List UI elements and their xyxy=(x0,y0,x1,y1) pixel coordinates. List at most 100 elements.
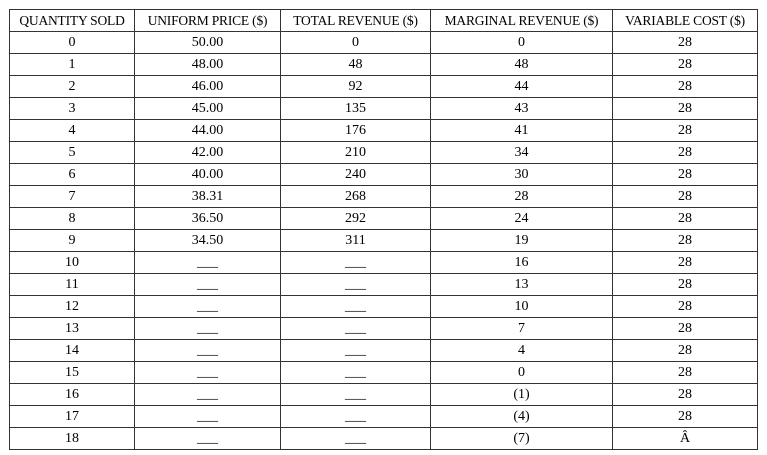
table-cell: 10 xyxy=(430,295,613,318)
table-cell: 12 xyxy=(9,295,135,318)
table-cell: ___ xyxy=(134,427,281,450)
table-cell: 28 xyxy=(612,185,758,208)
table-cell: ___ xyxy=(280,273,431,296)
table-cell: 45.00 xyxy=(134,97,281,120)
table-wrapper: QUANTITY SOLD UNIFORM PRICE ($) TOTAL REVE… xyxy=(9,9,758,450)
table-cell: 50.00 xyxy=(134,31,281,54)
table-cell: 38.31 xyxy=(134,185,281,208)
table-cell: 28 xyxy=(612,339,758,362)
table-cell: 2 xyxy=(9,75,135,98)
table-cell: 36.50 xyxy=(134,207,281,230)
table-cell: 0 xyxy=(9,31,135,54)
table-cell: ___ xyxy=(280,317,431,340)
column-header: VARIABLE COST ($) xyxy=(612,9,758,32)
table-cell: 46.00 xyxy=(134,75,281,98)
table-cell: 0 xyxy=(280,31,431,54)
table-cell: 28 xyxy=(612,317,758,340)
table-cell: (4) xyxy=(430,405,613,428)
table-cell: Â xyxy=(612,427,758,450)
table-cell: ___ xyxy=(280,339,431,362)
table-cell: 28 xyxy=(612,383,758,406)
table-row: 1 48.00 48 48 28 xyxy=(9,53,758,76)
table-cell: (7) xyxy=(430,427,613,450)
table-cell: 10 xyxy=(9,251,135,274)
table-row: 8 36.50 292 24 28 xyxy=(9,207,758,230)
table-row: 0 50.00 0 0 28 xyxy=(9,31,758,54)
table-cell: ___ xyxy=(134,383,281,406)
table-row: 12 ___ ___ 10 28 xyxy=(9,295,758,318)
table-row: 15 ___ ___ 0 28 xyxy=(9,361,758,384)
table-cell: 311 xyxy=(280,229,431,252)
table-cell: ___ xyxy=(134,339,281,362)
table-cell: 19 xyxy=(430,229,613,252)
table-cell: 34 xyxy=(430,141,613,164)
table-cell: 28 xyxy=(430,185,613,208)
table-cell: 48 xyxy=(430,53,613,76)
table-cell: 268 xyxy=(280,185,431,208)
table-cell: 34.50 xyxy=(134,229,281,252)
table-cell: 28 xyxy=(612,295,758,318)
table-cell: 3 xyxy=(9,97,135,120)
column-header: QUANTITY SOLD xyxy=(9,9,135,32)
table-cell: ___ xyxy=(134,317,281,340)
table-cell: ___ xyxy=(280,295,431,318)
table-cell: 16 xyxy=(9,383,135,406)
table-cell: ___ xyxy=(280,405,431,428)
table-row: 9 34.50 311 19 28 xyxy=(9,229,758,252)
table-cell: 42.00 xyxy=(134,141,281,164)
table-cell: 28 xyxy=(612,251,758,274)
column-header: UNIFORM PRICE ($) xyxy=(134,9,281,32)
table-cell: 92 xyxy=(280,75,431,98)
table-cell: 17 xyxy=(9,405,135,428)
table-cell: 28 xyxy=(612,163,758,186)
table-cell: 28 xyxy=(612,405,758,428)
table-cell: 44.00 xyxy=(134,119,281,142)
table-cell: 28 xyxy=(612,361,758,384)
table-cell: 28 xyxy=(612,75,758,98)
table-cell: 28 xyxy=(612,141,758,164)
table-row: 13 ___ ___ 7 28 xyxy=(9,317,758,340)
table-cell: 28 xyxy=(612,207,758,230)
column-header: TOTAL REVENUE ($) xyxy=(280,9,431,32)
table-cell: 15 xyxy=(9,361,135,384)
table-cell: 176 xyxy=(280,119,431,142)
table-cell: 13 xyxy=(9,317,135,340)
table-cell: 0 xyxy=(430,361,613,384)
table-cell: 7 xyxy=(430,317,613,340)
table-cell: 40.00 xyxy=(134,163,281,186)
table-row: 14 ___ ___ 4 28 xyxy=(9,339,758,362)
table-cell: 14 xyxy=(9,339,135,362)
column-header: MARGINAL REVENUE ($) xyxy=(430,9,613,32)
table-cell: 43 xyxy=(430,97,613,120)
table-body: 0 50.00 0 0 28 1 48.00 48 48 28 2 46.00 92 44 28 3 45.00… xyxy=(9,31,758,450)
table-cell: 4 xyxy=(9,119,135,142)
table-cell: ___ xyxy=(134,295,281,318)
table-cell: 292 xyxy=(280,207,431,230)
table-cell: 9 xyxy=(9,229,135,252)
table-cell: ___ xyxy=(134,251,281,274)
table-cell: 48 xyxy=(280,53,431,76)
table-cell: 30 xyxy=(430,163,613,186)
table-row: 11 ___ ___ 13 28 xyxy=(9,273,758,296)
table-cell: (1) xyxy=(430,383,613,406)
table-row: 3 45.00 135 43 28 xyxy=(9,97,758,120)
table-cell: 24 xyxy=(430,207,613,230)
table-row: 18 ___ ___ (7) Â xyxy=(9,427,758,450)
table-row: 2 46.00 92 44 28 xyxy=(9,75,758,98)
table-row: 17 ___ ___ (4) 28 xyxy=(9,405,758,428)
table-cell: 28 xyxy=(612,31,758,54)
table-cell: 11 xyxy=(9,273,135,296)
table-cell: 18 xyxy=(9,427,135,450)
table-cell: ___ xyxy=(134,273,281,296)
table-row: 10 ___ ___ 16 28 xyxy=(9,251,758,274)
table-row: 6 40.00 240 30 28 xyxy=(9,163,758,186)
table-cell: 41 xyxy=(430,119,613,142)
table-cell: 13 xyxy=(430,273,613,296)
table-cell: ___ xyxy=(280,383,431,406)
table-cell: 28 xyxy=(612,119,758,142)
table-cell: 240 xyxy=(280,163,431,186)
table-cell: ___ xyxy=(134,361,281,384)
table-cell: ___ xyxy=(280,427,431,450)
table-cell: 1 xyxy=(9,53,135,76)
